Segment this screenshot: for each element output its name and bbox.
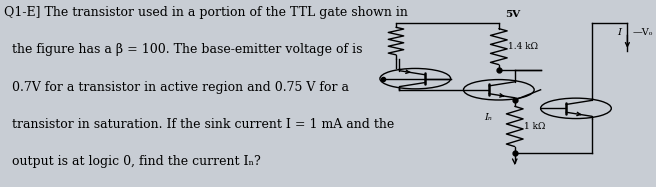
Text: Q1-E] The transistor used in a portion of the TTL gate shown in: Q1-E] The transistor used in a portion o… (4, 6, 408, 19)
Text: output is at logic 0, find the current Iₙ?: output is at logic 0, find the current I… (4, 155, 260, 168)
Text: the figure has a β = 100. The base-emitter voltage of is: the figure has a β = 100. The base-emitt… (4, 43, 362, 56)
Text: I: I (617, 28, 621, 37)
Text: —Vₒ: —Vₒ (632, 28, 653, 37)
Text: 0.7V for a transistor in active region and 0.75 V for a: 0.7V for a transistor in active region a… (4, 81, 349, 94)
Text: Iₙ: Iₙ (484, 113, 492, 122)
Text: 1.4 kΩ: 1.4 kΩ (508, 42, 539, 51)
Text: transistor in saturation. If the sink current I = 1 mA and the: transistor in saturation. If the sink cu… (4, 118, 394, 131)
Text: 5V: 5V (505, 10, 520, 19)
Text: 1 kΩ: 1 kΩ (524, 122, 546, 131)
